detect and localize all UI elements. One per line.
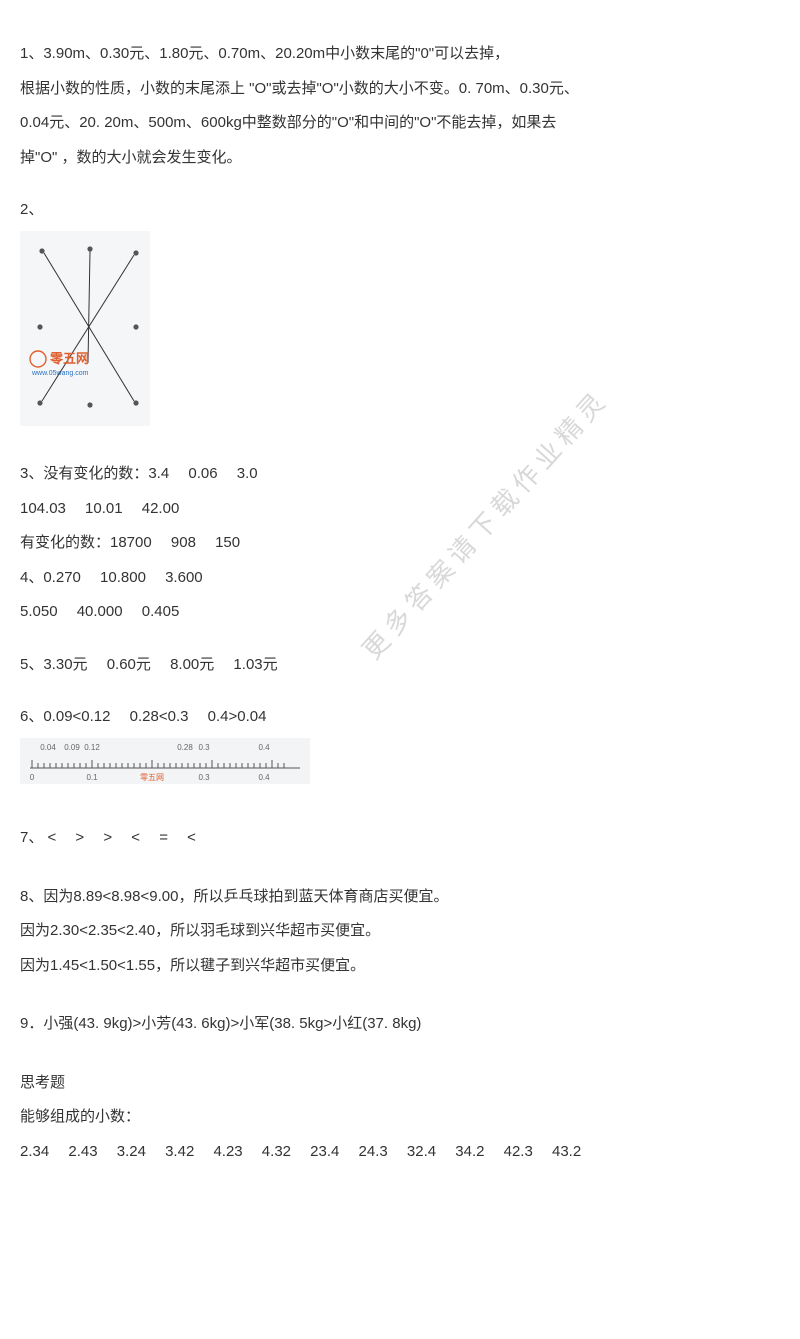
svg-text:0.4: 0.4 [258,773,270,782]
q3-line2: 104.03 10.01 42.00 [20,495,780,524]
q8-block: 8、因为8.89<8.98<9.00，所以乒乓球拍到蓝天体育商店买便宜。 因为2… [20,883,780,981]
q6-line1: 6、0.09<0.12 0.28<0.3 0.4>0.04 [20,703,780,732]
q2-label: 2、 [20,196,780,225]
q9-line1: 9．小强(43. 9kg)>小芳(43. 6kg)>小军(38. 5kg>小红(… [20,1010,780,1039]
q7-line1: 7、 < > > < = < [20,824,780,853]
q1-line1: 1、3.90m、0.30元、1.80元、0.70m、20.20m中小数末尾的"0… [20,40,780,69]
q4-line1: 4、0.270 10.800 3.600 [20,564,780,593]
q2-block: 2、 零五网 www.05wang.com [20,196,780,436]
q1-line3: 0.04元、20. 20m、500m、600kg中整数部分的"O"和中间的"O"… [20,109,780,138]
svg-text:0.09: 0.09 [64,743,80,752]
svg-text:0: 0 [30,773,35,782]
q6-block: 6、0.09<0.12 0.28<0.3 0.4>0.04 0.040.090.… [20,703,780,794]
think-title: 思考题 [20,1069,780,1098]
q4-line2: 5.050 40.000 0.405 [20,598,780,627]
svg-text:0.1: 0.1 [86,773,98,782]
svg-text:0.3: 0.3 [198,743,210,752]
svg-text:www.05wang.com: www.05wang.com [31,370,89,377]
q5-line1: 5、3.30元 0.60元 8.00元 1.03元 [20,651,780,680]
q6-numberline: 0.04 0.09 0.12 0.28 0.3 0.4 0 0.1 0.3 0.4 零五网 [20,738,780,795]
q7-block: 7、 < > > < = < [20,824,780,853]
q1-line4: 掉"O" ，数的大小就会发生变化。 [20,144,780,173]
svg-text:0.3: 0.3 [198,773,210,782]
q1-line2: 根据小数的性质，小数的末尾添上 "O"或去掉"O"小数的大小不变。0. 70m、… [20,75,780,104]
svg-text:0.04: 0.04 [40,743,56,752]
q8-line1: 8、因为8.89<8.98<9.00，所以乒乓球拍到蓝天体育商店买便宜。 [20,883,780,912]
q5-block: 5、3.30元 0.60元 8.00元 1.03元 [20,651,780,680]
q3-line3: 有变化的数：18700 908 150 [20,529,780,558]
q3-q4-block: 3、没有变化的数：3.4 0.06 3.0 104.03 10.01 42.00… [20,460,780,627]
q9-block: 9．小强(43. 9kg)>小芳(43. 6kg)>小军(38. 5kg>小红(… [20,1010,780,1039]
dots-lines-diagram: 零五网 www.05wang.com [20,231,150,426]
svg-text:零五网: 零五网 [140,773,164,782]
q8-line2: 因为2.30<2.35<2.40，所以羽毛球到兴华超市买便宜。 [20,917,780,946]
q1-block: 1、3.90m、0.30元、1.80元、0.70m、20.20m中小数末尾的"0… [20,40,780,172]
svg-text:0.28: 0.28 [177,743,193,752]
svg-text:0.12: 0.12 [84,743,100,752]
think-list: 2.34 2.43 3.24 3.42 4.23 4.32 23.4 24.3 … [20,1138,780,1167]
q2-diagram: 零五网 www.05wang.com [20,231,780,437]
think-block: 思考题 能够组成的小数： 2.34 2.43 3.24 3.42 4.23 4.… [20,1069,780,1167]
svg-text:0.4: 0.4 [258,743,270,752]
document-content: 1、3.90m、0.30元、1.80元、0.70m、20.20m中小数末尾的"0… [20,40,780,1166]
number-line-diagram: 0.04 0.09 0.12 0.28 0.3 0.4 0 0.1 0.3 0.4 零五网 [20,738,310,784]
svg-text:零五网: 零五网 [49,351,89,366]
q8-line3: 因为1.45<1.50<1.55，所以毽子到兴华超市买便宜。 [20,952,780,981]
think-sub: 能够组成的小数： [20,1103,780,1132]
q3-line1: 3、没有变化的数：3.4 0.06 3.0 [20,460,780,489]
